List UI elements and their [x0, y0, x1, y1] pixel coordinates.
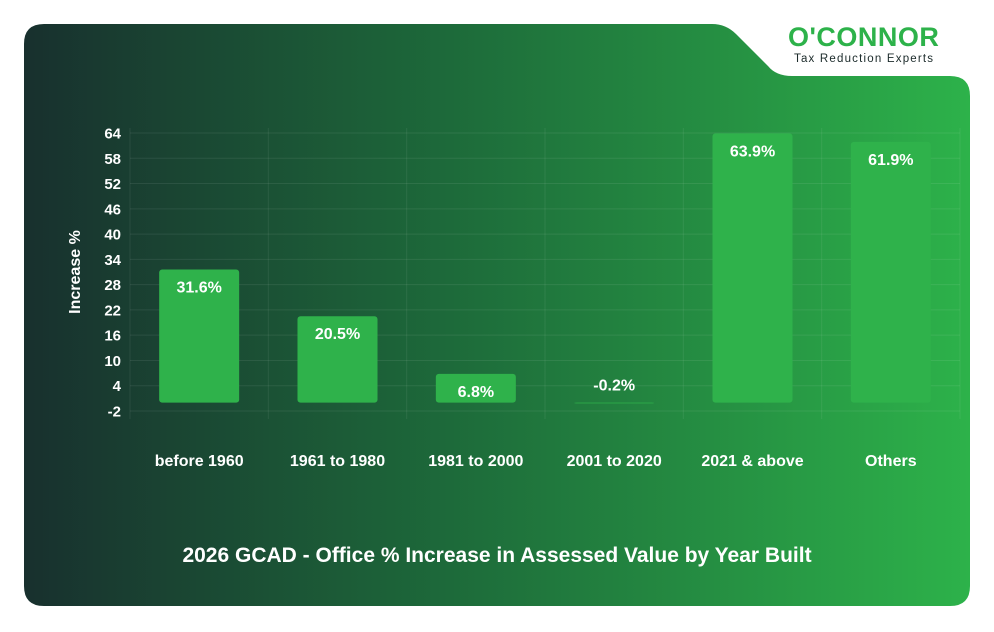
brand-logo: O'CONNOR Tax Reduction Experts — [788, 22, 978, 68]
bar — [159, 269, 240, 403]
bar — [435, 373, 516, 403]
y-tick-label: 10 — [104, 353, 121, 370]
data-label: 31.6% — [176, 279, 221, 296]
y-tick-label: 58 — [104, 151, 121, 168]
bars — [159, 133, 931, 404]
y-axis: 64 58 52 46 40 34 28 22 16 10 4 -2 — [104, 126, 121, 421]
bar — [297, 316, 378, 403]
x-category-label: 2001 to 2020 — [567, 453, 662, 470]
x-category-label: 1961 to 1980 — [290, 453, 385, 470]
x-category-label: Others — [865, 453, 917, 470]
y-tick-label: 40 — [104, 227, 121, 244]
x-axis-categories: before 1960 1961 to 1980 1981 to 2000 2001 … — [155, 453, 917, 470]
data-label: -0.2% — [593, 378, 635, 395]
data-label: 63.9% — [730, 143, 775, 160]
y-tick-label: 52 — [104, 176, 121, 193]
grid-lines — [129, 128, 961, 419]
data-labels: 31.6% 20.5% 6.8% -0.2% 63.9% 61.9% — [176, 143, 913, 401]
y-tick-label: 34 — [104, 252, 121, 269]
data-label: 20.5% — [315, 326, 360, 343]
bar — [850, 141, 931, 403]
y-tick-label: 16 — [104, 328, 121, 345]
brand-name: O'CONNOR — [788, 22, 940, 52]
data-label: 6.8% — [458, 384, 494, 401]
bar — [574, 402, 655, 404]
brand-tagline: Tax Reduction Experts — [794, 53, 935, 65]
bar — [712, 133, 793, 403]
y-tick-label: 22 — [104, 302, 121, 319]
x-category-label: before 1960 — [155, 453, 244, 470]
x-category-label: 2021 & above — [701, 453, 803, 470]
chart-title: 2026 GCAD - Office % Increase in Assesse… — [182, 544, 811, 567]
y-tick-label: 4 — [113, 378, 122, 395]
y-tick-label: -2 — [108, 404, 121, 421]
y-axis-label: Increase % — [67, 230, 84, 314]
y-tick-label: 64 — [104, 126, 121, 143]
y-tick-label: 46 — [104, 201, 121, 218]
x-category-label: 1981 to 2000 — [428, 453, 523, 470]
y-tick-label: 28 — [104, 277, 121, 294]
data-label: 61.9% — [868, 152, 913, 169]
